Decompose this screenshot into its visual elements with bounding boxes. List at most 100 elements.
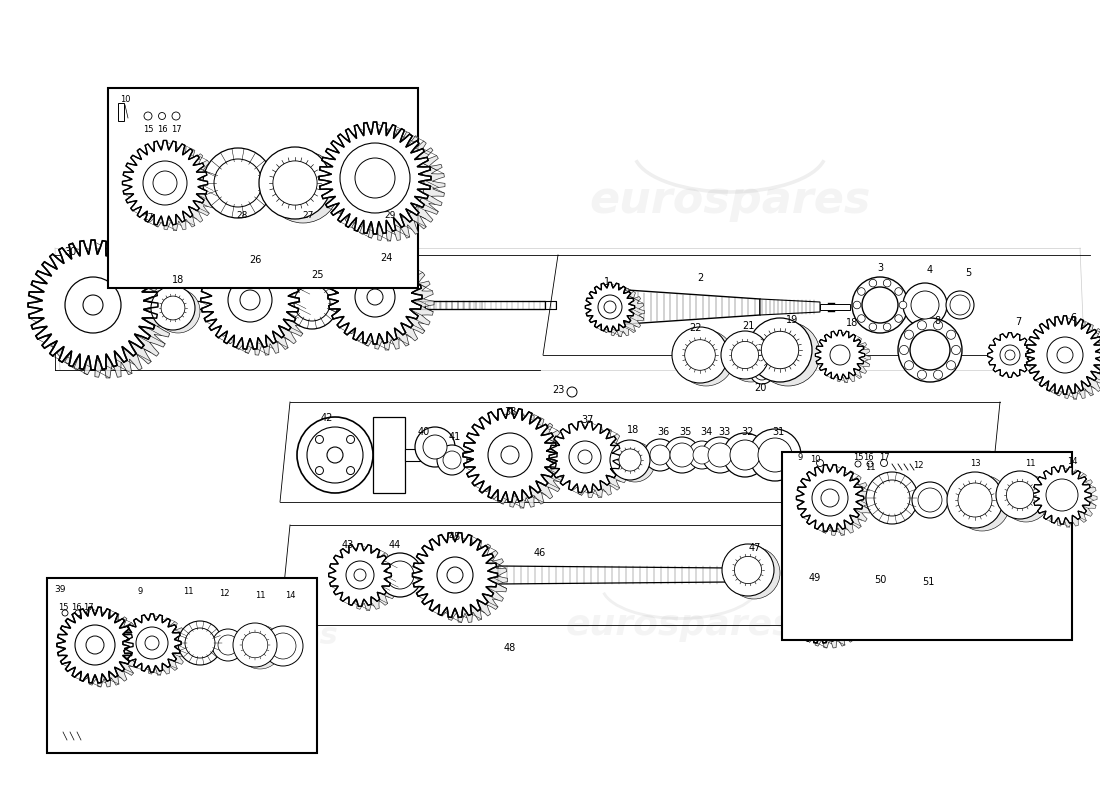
Circle shape — [354, 565, 382, 593]
Circle shape — [355, 277, 395, 317]
Circle shape — [62, 610, 68, 616]
Text: 6: 6 — [1070, 313, 1076, 323]
Circle shape — [500, 446, 519, 464]
Circle shape — [619, 449, 641, 471]
Circle shape — [143, 161, 187, 205]
Circle shape — [900, 346, 909, 354]
Circle shape — [732, 342, 759, 369]
Text: 17: 17 — [82, 602, 94, 611]
Circle shape — [859, 592, 866, 599]
Bar — [782, 452, 1072, 640]
Circle shape — [869, 279, 877, 287]
Text: 26: 26 — [249, 255, 261, 265]
Circle shape — [327, 447, 343, 463]
Circle shape — [273, 161, 317, 205]
Text: 27: 27 — [142, 214, 154, 222]
Circle shape — [883, 279, 891, 287]
Circle shape — [156, 289, 200, 333]
Circle shape — [153, 171, 177, 195]
Bar — [116, 301, 544, 309]
Circle shape — [1047, 337, 1084, 373]
Circle shape — [650, 445, 670, 465]
Circle shape — [756, 322, 820, 386]
Circle shape — [927, 594, 932, 599]
Text: 37: 37 — [581, 415, 593, 425]
Circle shape — [911, 291, 939, 319]
Circle shape — [958, 483, 992, 517]
Text: 38: 38 — [504, 407, 516, 417]
Text: 10: 10 — [120, 95, 130, 105]
Bar — [405, 449, 420, 461]
Polygon shape — [792, 572, 868, 648]
Circle shape — [881, 585, 888, 592]
Circle shape — [354, 150, 424, 220]
Circle shape — [864, 592, 893, 622]
Circle shape — [898, 318, 962, 382]
Circle shape — [355, 158, 395, 198]
Polygon shape — [333, 129, 446, 241]
Circle shape — [65, 277, 121, 333]
Circle shape — [883, 323, 891, 330]
Circle shape — [904, 330, 913, 339]
Circle shape — [1057, 347, 1072, 363]
Text: 14: 14 — [1067, 458, 1077, 466]
Circle shape — [346, 466, 354, 474]
Circle shape — [869, 323, 877, 330]
Circle shape — [354, 569, 366, 581]
Circle shape — [178, 621, 222, 665]
Text: 16: 16 — [862, 454, 873, 462]
Circle shape — [346, 435, 354, 443]
Text: 49: 49 — [808, 573, 821, 583]
Circle shape — [204, 148, 273, 218]
Circle shape — [212, 629, 244, 661]
Text: 18: 18 — [627, 425, 639, 435]
Circle shape — [447, 567, 463, 583]
Polygon shape — [498, 566, 730, 584]
Circle shape — [911, 616, 916, 621]
Circle shape — [869, 622, 876, 629]
Text: 51: 51 — [922, 577, 934, 587]
Circle shape — [598, 295, 622, 319]
Bar — [108, 88, 418, 288]
Text: 45: 45 — [449, 532, 461, 542]
Circle shape — [867, 461, 873, 467]
Circle shape — [937, 607, 943, 613]
Circle shape — [761, 331, 799, 369]
Circle shape — [578, 450, 592, 464]
Text: 13: 13 — [970, 459, 980, 469]
Circle shape — [816, 459, 824, 466]
Text: eurospares: eurospares — [590, 178, 871, 222]
Text: eurospares: eurospares — [565, 608, 794, 642]
Circle shape — [723, 433, 767, 477]
Circle shape — [904, 361, 913, 370]
Circle shape — [890, 592, 898, 599]
Circle shape — [500, 439, 544, 483]
Circle shape — [672, 327, 728, 383]
Text: 18: 18 — [172, 275, 184, 285]
Circle shape — [161, 296, 185, 320]
Polygon shape — [804, 469, 871, 535]
Circle shape — [749, 429, 801, 481]
Circle shape — [881, 622, 888, 629]
Text: 20: 20 — [754, 383, 767, 393]
Circle shape — [934, 616, 939, 621]
Text: 39: 39 — [54, 586, 66, 594]
Circle shape — [894, 603, 901, 610]
Polygon shape — [1026, 316, 1100, 394]
Circle shape — [917, 321, 926, 330]
Circle shape — [947, 472, 1003, 528]
Circle shape — [415, 427, 455, 467]
Text: 11: 11 — [1025, 459, 1035, 469]
Text: 17: 17 — [170, 125, 182, 134]
Circle shape — [136, 627, 168, 659]
Polygon shape — [815, 330, 865, 380]
Circle shape — [240, 284, 284, 328]
Circle shape — [367, 289, 383, 305]
Circle shape — [263, 626, 302, 666]
Circle shape — [670, 443, 694, 467]
Circle shape — [443, 451, 461, 469]
Circle shape — [424, 435, 447, 459]
Text: 4: 4 — [927, 265, 933, 275]
Polygon shape — [1036, 321, 1100, 399]
Circle shape — [804, 589, 836, 621]
